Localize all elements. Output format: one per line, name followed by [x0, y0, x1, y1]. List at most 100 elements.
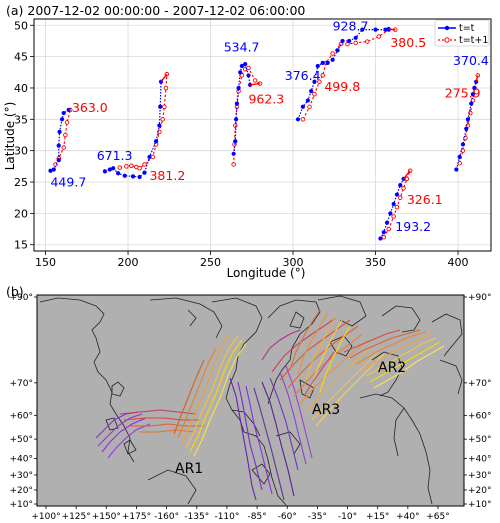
chart-a-ytick-label: 25: [14, 176, 28, 189]
track-1-t1-point: [124, 164, 129, 169]
track-3-t-point: [325, 60, 330, 65]
track-0-t-point: [61, 110, 66, 116]
map-ytick-label-right: +30°: [468, 471, 492, 481]
map-xtick-label: +175°: [122, 512, 151, 522]
track-3-t1-point: [307, 104, 312, 110]
track-3-t-point: [320, 60, 325, 65]
track-2-t1-point: [231, 162, 236, 167]
track-1-t1-point: [162, 104, 167, 110]
track-1-t-point: [107, 167, 112, 172]
map-xtick-label: +40°: [396, 512, 420, 522]
chart-a-yticks: 15 20 25 30 35 40 45 50: [14, 19, 34, 252]
track-2-t-point: [238, 70, 243, 75]
track-5-t-point: [460, 142, 466, 147]
track-4-t1-line: [383, 170, 411, 238]
track-5-t-point: [454, 167, 459, 172]
track-3-t-point: [295, 117, 301, 122]
track-3-value-label: 499.8: [324, 79, 360, 94]
chart-a-xtick-label: 200: [118, 256, 139, 269]
track-1-value-label: 671.3: [97, 148, 133, 163]
track-3-t-point: [312, 79, 317, 84]
track-4-t-point: [394, 192, 400, 197]
map-ocean: [37, 295, 464, 506]
chart-a-xticks: 150 200 250 300 350 400: [35, 251, 469, 269]
track-0-t1-point: [64, 120, 70, 125]
track-3-t-point: [340, 38, 345, 44]
map-ytick-label-right: +50°: [468, 435, 492, 445]
track-2-t1-line: [233, 67, 261, 165]
track-5-t-point: [472, 85, 477, 91]
track-2-value-label: 534.7: [224, 40, 260, 55]
track-0-t1-point: [61, 145, 66, 150]
track-4-t1-point: [401, 186, 406, 191]
track-4-t1-point: [394, 204, 400, 210]
track-1-t1-point: [137, 165, 142, 171]
map-trajectories: [95, 309, 445, 501]
track-5-t-point: [469, 101, 474, 106]
track-0-t-point: [48, 168, 53, 173]
map-xtick-label: -160°: [154, 512, 179, 522]
map-ytick-label-right: +70°: [468, 379, 492, 389]
track-2-t-point: [231, 151, 236, 156]
chart-b-title: (b): [6, 284, 24, 299]
map-xtick-label: -135°: [184, 512, 209, 522]
map-ytick-label-left: +50°: [10, 435, 34, 445]
map-xtick-label: -60°: [278, 512, 297, 522]
track-3-value-label: 928.7: [333, 18, 369, 33]
map-xtick-label: +125°: [62, 512, 91, 522]
track-1-t-point: [158, 104, 163, 109]
track-0-value-label: 363.0: [72, 100, 108, 115]
track-3-t-point: [300, 104, 306, 109]
track-0-t1-point: [63, 132, 68, 138]
track-1-t-point: [137, 174, 142, 180]
track-3-t1-point: [353, 40, 358, 46]
track-0-t-point: [57, 129, 62, 134]
track-2-t-point: [248, 82, 253, 87]
track-2-t-point: [236, 85, 241, 91]
map-ytick-label-left: +20°: [10, 486, 34, 496]
track-2-t-point: [233, 139, 238, 144]
map-ytick-label-left: +10°: [10, 500, 34, 510]
track-4-value-label: 193.2: [395, 219, 431, 234]
track-5-t-point: [465, 117, 471, 122]
track-5-t-point: [464, 126, 469, 131]
track-3-t1-point: [300, 117, 306, 122]
map-xtick-label: -110°: [214, 512, 239, 522]
track-3-t1-point: [365, 39, 370, 44]
track-1-t1-point: [160, 117, 165, 122]
map-xticks: +100° +125° +150° +175° -160° -135° -110° -85° -…: [31, 506, 450, 522]
track-1-t-point: [116, 171, 121, 176]
legend-label-t1: t=t+1: [459, 35, 488, 46]
track-1-t-point: [130, 174, 136, 179]
map-xtick-label: +15°: [366, 512, 390, 522]
chart-a-frame: [33, 18, 492, 252]
track-4-t-point: [384, 220, 390, 225]
track-3-value-label: 380.5: [390, 35, 426, 50]
legend-marker-t: [444, 25, 450, 31]
track-5-value-label: 275.9: [445, 85, 481, 100]
track-3-arrow: [388, 28, 396, 31]
track-1-t1-point: [142, 162, 147, 167]
track-1-t-point: [153, 139, 159, 144]
chart-a-tracks: [48, 26, 481, 241]
track-3-t-point: [309, 89, 314, 94]
legend-marker-t1: [444, 37, 450, 43]
track-0-value-label: 449.7: [50, 174, 86, 189]
track-0-t-point: [56, 143, 61, 148]
track-3-t-point: [305, 98, 310, 103]
track-3-value-label: 376.4: [285, 68, 321, 83]
track-1-arrow: [160, 73, 168, 83]
map-xtick-label: -85°: [247, 512, 266, 522]
ar1-label: AR1: [175, 461, 203, 477]
track-2-t1-point: [252, 78, 258, 83]
track-4-t1-point: [391, 214, 396, 219]
chart-a-xtick-label: 350: [365, 256, 386, 269]
track-4-t1-point: [398, 195, 403, 200]
map-ytick-label-left: +70°: [10, 379, 34, 389]
chart-a-xtick-label: 300: [283, 256, 304, 269]
track-1-t1-point: [163, 85, 169, 91]
track-0-t-point: [59, 117, 65, 122]
chart-a-ytick-label: 45: [14, 51, 28, 64]
